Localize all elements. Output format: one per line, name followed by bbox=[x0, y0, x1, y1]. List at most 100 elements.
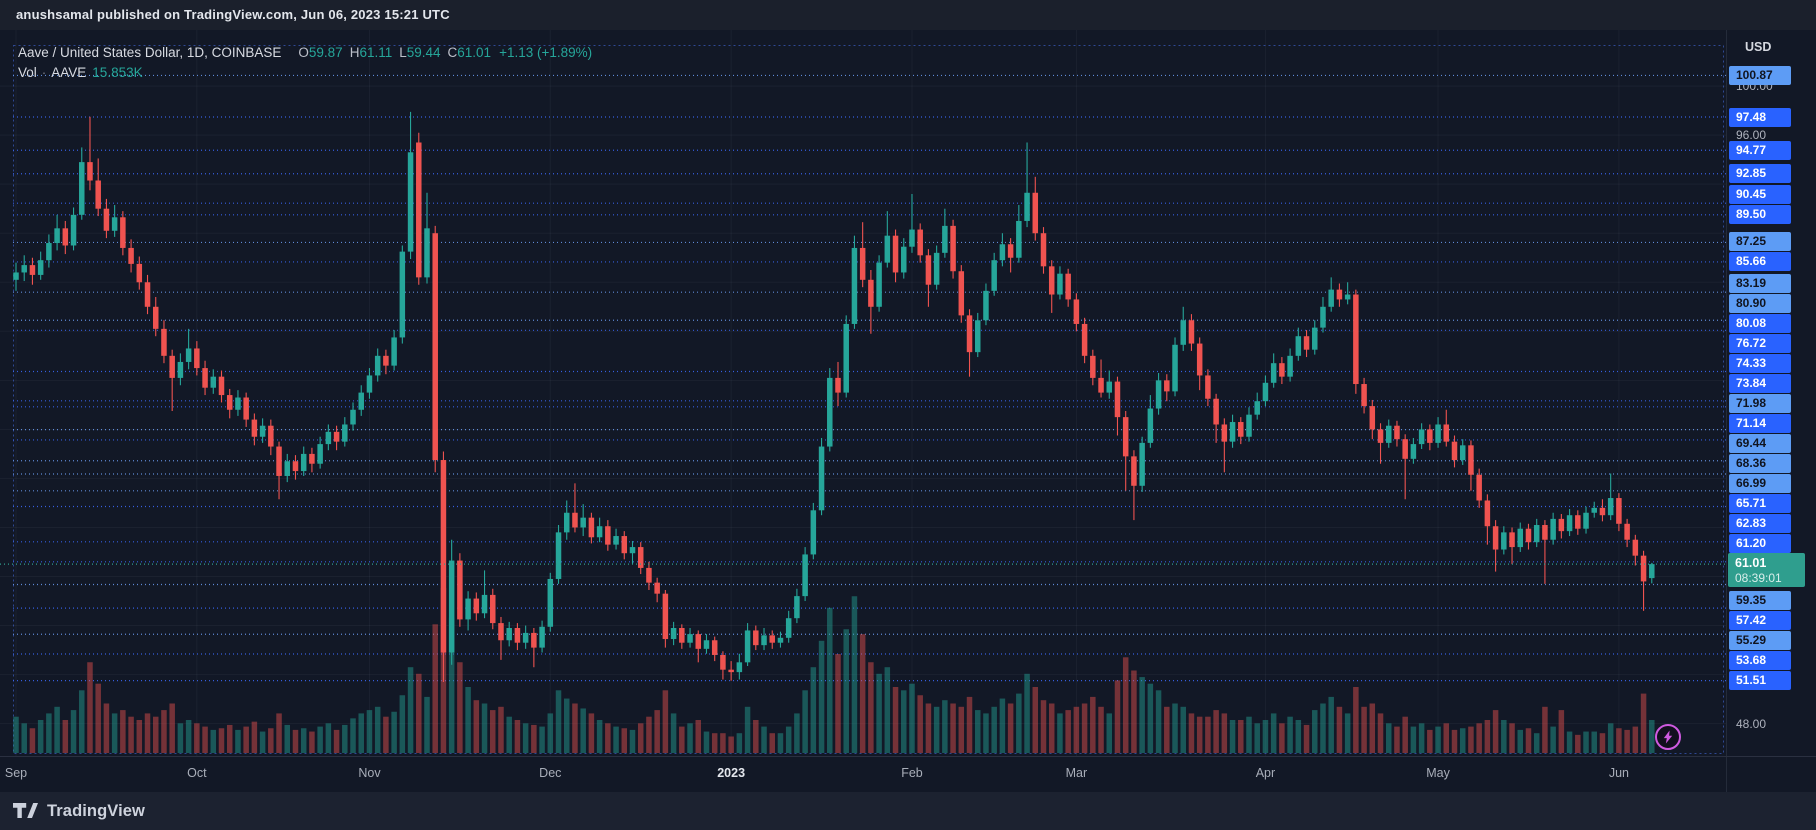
volume-bar bbox=[1131, 670, 1137, 753]
boost-button[interactable] bbox=[1646, 715, 1690, 759]
volume-bar bbox=[399, 695, 406, 753]
price-level-badge: 76.72 bbox=[1729, 333, 1791, 353]
volume-bar bbox=[1098, 706, 1104, 753]
candle-body bbox=[1246, 414, 1252, 437]
candle-body bbox=[424, 228, 430, 278]
lightning-icon bbox=[1655, 724, 1681, 750]
candle-body bbox=[62, 228, 69, 246]
volume-bar bbox=[695, 720, 702, 753]
candle-body bbox=[679, 627, 685, 643]
volume-bar bbox=[637, 723, 644, 753]
candle-body bbox=[399, 251, 406, 338]
volume-bar bbox=[1427, 729, 1433, 753]
candle-body bbox=[1057, 273, 1063, 295]
volume-bar bbox=[366, 710, 373, 753]
volume-bar bbox=[868, 662, 874, 753]
price-level-badge: 80.08 bbox=[1729, 313, 1791, 333]
candle-body bbox=[1139, 442, 1145, 486]
candle-body bbox=[235, 397, 241, 410]
price-axis[interactable]: USD 100.00 96.00 48.00 61.01 08:39:01 100.87 9… bbox=[1726, 30, 1816, 792]
ohlc-value: 61.11 bbox=[359, 45, 393, 60]
tradingview-brand[interactable]: TradingView bbox=[47, 801, 145, 820]
volume-bar bbox=[942, 700, 948, 753]
candle-body bbox=[1509, 532, 1515, 548]
volume-bar bbox=[1213, 710, 1219, 753]
candle-body bbox=[942, 225, 948, 253]
volume-bar bbox=[243, 726, 249, 753]
candle-body bbox=[342, 424, 348, 442]
candle-body bbox=[1361, 384, 1367, 407]
volume-bar bbox=[1229, 720, 1236, 753]
candle-body bbox=[1435, 424, 1441, 443]
volume-bar bbox=[1443, 723, 1450, 753]
candle-body bbox=[440, 460, 447, 653]
candle-body bbox=[1320, 306, 1326, 328]
candle-body bbox=[161, 328, 167, 356]
time-axis[interactable]: Sep Oct Nov Dec 2023 Feb Mar Apr May Jun bbox=[0, 756, 1816, 793]
time-axis-label: May bbox=[1426, 766, 1450, 780]
volume-bar bbox=[1040, 700, 1047, 753]
volume-bar bbox=[851, 596, 858, 753]
volume-bar bbox=[1361, 706, 1367, 753]
candle-body bbox=[1418, 429, 1425, 445]
candle-body bbox=[843, 323, 849, 393]
candle-body bbox=[481, 594, 488, 614]
candle-body bbox=[79, 162, 85, 215]
ohlc-key: O bbox=[298, 45, 309, 60]
candle-body bbox=[70, 214, 77, 246]
volume-bar bbox=[226, 724, 233, 753]
candle-body bbox=[383, 355, 389, 366]
time-axis-label: Feb bbox=[901, 766, 923, 780]
volume-bar bbox=[1196, 716, 1203, 753]
volume-bar bbox=[1418, 723, 1425, 753]
candle-body bbox=[292, 461, 299, 472]
volume-bar bbox=[917, 695, 923, 753]
volume-bar bbox=[1607, 723, 1614, 753]
candle-body bbox=[827, 377, 833, 447]
candle-body bbox=[654, 582, 660, 594]
volume-bar bbox=[13, 716, 19, 753]
volume-bar bbox=[498, 706, 504, 753]
time-axis-label: Mar bbox=[1065, 766, 1088, 780]
price-tick-label: 96.00 bbox=[1736, 128, 1767, 143]
candle-body bbox=[991, 260, 997, 291]
candlestick-chart[interactable] bbox=[0, 30, 1726, 756]
volume-bar bbox=[1081, 703, 1088, 753]
volume-bar bbox=[588, 713, 595, 753]
volume-bar bbox=[1550, 726, 1556, 753]
volume-bar bbox=[432, 624, 438, 753]
volume-bar bbox=[152, 716, 159, 753]
candle-body bbox=[728, 669, 734, 673]
candle-body bbox=[374, 355, 381, 376]
volume-bar bbox=[465, 687, 471, 753]
candle-body bbox=[251, 419, 258, 437]
volume-bar bbox=[103, 703, 110, 753]
candle-body bbox=[802, 554, 808, 597]
volume-bar bbox=[342, 724, 348, 753]
volume-bar bbox=[1558, 710, 1565, 753]
volume-bar bbox=[448, 617, 455, 753]
candle-body bbox=[416, 142, 422, 278]
volume-bar bbox=[1649, 720, 1655, 753]
volume-bar bbox=[1616, 728, 1622, 753]
candle-body bbox=[1238, 422, 1244, 437]
volume-bar bbox=[210, 729, 217, 753]
volume-bar bbox=[1254, 723, 1260, 753]
candle-body bbox=[317, 444, 323, 464]
volume-bar bbox=[531, 724, 537, 753]
candle-body bbox=[54, 228, 60, 244]
candle-body bbox=[309, 453, 315, 464]
candle-body bbox=[687, 634, 693, 643]
tradingview-logo-icon[interactable] bbox=[13, 803, 38, 819]
candle-body bbox=[243, 397, 249, 420]
candle-body bbox=[1040, 233, 1047, 267]
volume-bar bbox=[1632, 726, 1639, 753]
volume-bar bbox=[1032, 687, 1039, 753]
candle-body bbox=[917, 229, 923, 256]
volume-bar bbox=[843, 629, 849, 753]
candle-body bbox=[1575, 515, 1581, 529]
candle-body bbox=[818, 446, 825, 511]
symbol-title: Aave / United States Dollar, 1D, COINBAS… bbox=[18, 45, 282, 60]
candle-body bbox=[966, 315, 973, 353]
chart-plot-area[interactable]: Aave / United States Dollar, 1D, COINBAS… bbox=[0, 30, 1726, 756]
